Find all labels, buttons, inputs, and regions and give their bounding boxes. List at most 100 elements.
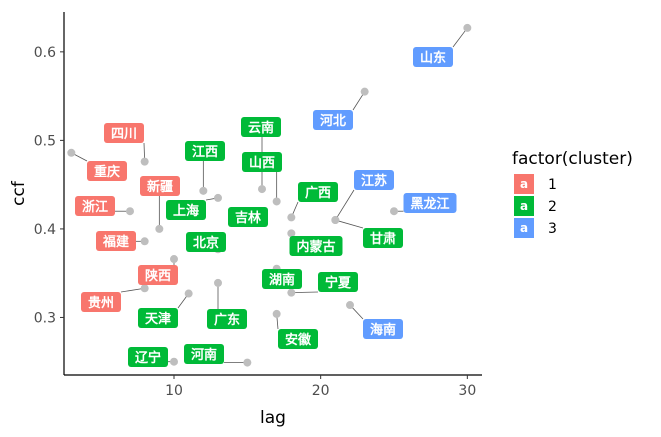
point-label: 黑龙江 bbox=[403, 193, 457, 213]
point-label-box bbox=[128, 347, 168, 367]
point-label-text: 山东 bbox=[420, 50, 446, 66]
point-label: 湖南 bbox=[262, 269, 302, 289]
label-segment bbox=[291, 291, 319, 294]
y-axis-ticks: 0.3 0.4 0.5 0.6 bbox=[34, 45, 64, 326]
data-point bbox=[331, 216, 340, 225]
point-label: 福建 bbox=[96, 231, 136, 251]
point-label-box bbox=[313, 110, 353, 130]
point-label: 辽宁 bbox=[128, 347, 168, 367]
data-point bbox=[155, 224, 164, 233]
point-label-box bbox=[104, 123, 144, 143]
legend-label: 2 bbox=[548, 199, 557, 215]
point-label-text: 安徽 bbox=[285, 332, 312, 348]
point-label: 河南 bbox=[184, 344, 224, 364]
point-label: 广东 bbox=[207, 309, 247, 329]
point-label-box bbox=[138, 265, 178, 285]
point-label-text: 山西 bbox=[249, 155, 275, 171]
point-label-box bbox=[241, 117, 281, 137]
point-label-text: 天津 bbox=[145, 311, 171, 327]
point-label-box bbox=[354, 170, 394, 190]
data-point bbox=[170, 357, 178, 366]
legend-label: 1 bbox=[548, 177, 557, 193]
point-label-text: 湖南 bbox=[269, 272, 295, 288]
point-label-text: 吉林 bbox=[235, 210, 261, 226]
point-label-text: 广东 bbox=[214, 312, 240, 328]
point-label-box bbox=[403, 193, 457, 213]
point-label: 内蒙古 bbox=[289, 236, 343, 256]
legend-key bbox=[514, 174, 534, 194]
data-point bbox=[170, 255, 178, 264]
point-label: 贵州 bbox=[81, 292, 121, 312]
data-point bbox=[184, 289, 193, 298]
point-label-box bbox=[96, 231, 136, 251]
data-point bbox=[360, 87, 369, 96]
x-tick-label: 10 bbox=[165, 383, 183, 399]
point-label: 上海 bbox=[166, 200, 206, 220]
legend-key-glyph: a bbox=[520, 199, 528, 213]
data-point bbox=[287, 213, 296, 222]
point-label: 天津 bbox=[138, 308, 178, 328]
data-point bbox=[287, 229, 296, 238]
point-label-text: 黑龙江 bbox=[410, 196, 449, 212]
point-label-text: 河北 bbox=[320, 113, 346, 129]
data-point bbox=[140, 237, 149, 246]
point-label-text: 海南 bbox=[370, 322, 396, 338]
point-label-text: 四川 bbox=[111, 127, 137, 142]
data-point bbox=[272, 309, 281, 318]
point-label: 安徽 bbox=[278, 329, 318, 349]
point-label-box bbox=[289, 236, 343, 256]
point-label-box bbox=[363, 228, 403, 248]
data-point bbox=[214, 193, 222, 202]
point-label-box bbox=[166, 200, 206, 220]
legend-key bbox=[514, 218, 534, 238]
x-axis-ticks: 10 20 30 bbox=[165, 375, 476, 399]
point-label-box bbox=[186, 232, 226, 252]
point-label: 山西 bbox=[242, 152, 282, 172]
data-point bbox=[214, 278, 222, 287]
point-label-text: 甘肃 bbox=[370, 231, 396, 247]
point-label-box bbox=[184, 344, 224, 364]
y-tick-label: 0.3 bbox=[34, 310, 56, 326]
point-label-box bbox=[262, 269, 302, 289]
point-label-box bbox=[363, 319, 403, 339]
x-tick-label: 30 bbox=[458, 383, 476, 399]
point-label: 四川 bbox=[104, 123, 144, 143]
data-point bbox=[140, 284, 149, 293]
point-label: 吉林 bbox=[228, 207, 268, 227]
point-label-text: 广西 bbox=[305, 185, 331, 201]
point-label-text: 上海 bbox=[173, 203, 199, 219]
point-label: 新疆 bbox=[140, 176, 180, 196]
point-label-box bbox=[207, 309, 247, 329]
point-label-box bbox=[75, 196, 115, 216]
y-axis-title: ccf bbox=[9, 180, 29, 206]
point-label: 云南 bbox=[241, 117, 281, 137]
data-point bbox=[67, 148, 76, 157]
point-label-box bbox=[81, 292, 121, 312]
point-label-text: 重庆 bbox=[94, 164, 120, 180]
point-label-text: 浙江 bbox=[82, 199, 108, 215]
point-label: 甘肃 bbox=[363, 228, 403, 248]
y-tick-label: 0.6 bbox=[34, 45, 56, 61]
point-label-box bbox=[242, 152, 282, 172]
point-label-text: 陕西 bbox=[145, 268, 171, 284]
x-axis-title: lag bbox=[260, 408, 286, 428]
point-label-text: 新疆 bbox=[147, 179, 173, 195]
data-point bbox=[390, 207, 398, 216]
point-label: 河北 bbox=[313, 110, 353, 130]
point-label: 陕西 bbox=[138, 265, 178, 285]
y-tick-label: 0.4 bbox=[34, 222, 56, 238]
legend-title: factor(cluster) bbox=[512, 149, 633, 169]
legend-label: 3 bbox=[548, 221, 557, 237]
point-label: 北京 bbox=[186, 232, 226, 252]
point-label-text: 内蒙古 bbox=[296, 239, 335, 255]
point-label-box bbox=[228, 207, 268, 227]
point-label-box bbox=[278, 329, 318, 349]
point-label-box bbox=[140, 176, 180, 196]
point-label-text: 北京 bbox=[193, 235, 219, 251]
point-label: 江苏 bbox=[354, 170, 394, 190]
